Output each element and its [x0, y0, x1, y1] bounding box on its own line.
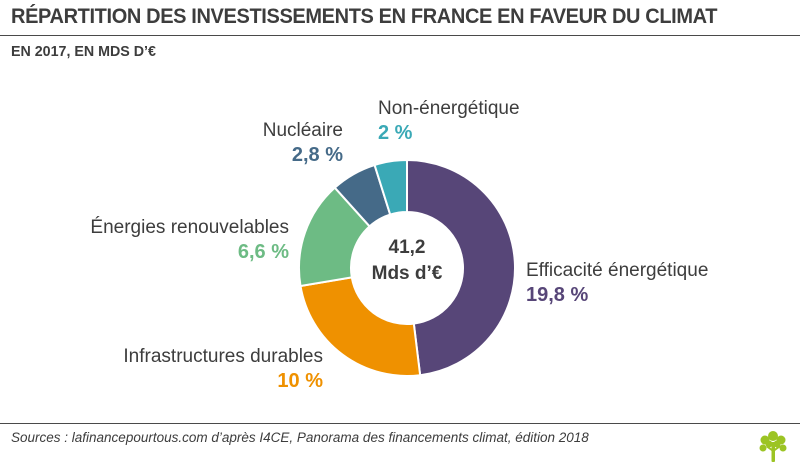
slice-labels: Efficacité énergétique 19,8 % Infrastructu… [90, 98, 708, 392]
slice-label-energies-renouvelables: Énergies renouvelables [90, 217, 289, 238]
center-total-unit: Mds d’€ [372, 263, 443, 284]
slice-label-non-energetique: Non-énergétique [378, 98, 520, 119]
title-divider [0, 35, 800, 36]
slice-value-nucleaire: 2,8 % [292, 144, 343, 166]
slice-label-nucleaire: Nucléaire [263, 120, 343, 141]
slice-value-non-energetique: 2 % [378, 122, 413, 144]
chart-title: RÉPARTITION DES INVESTISSEMENTS EN FRANC… [11, 4, 718, 28]
slice-infrastructures-durables [299, 276, 422, 377]
slice-value-infrastructures-durables: 10 % [277, 370, 323, 392]
slice-label-efficacite-energetique: Efficacité énergétique [526, 260, 708, 281]
source-note: Sources : lafinancepourtous.com d’après … [11, 430, 589, 445]
source-divider [0, 423, 800, 424]
slice-non-energetique [373, 158, 408, 216]
center-total-value: 41,2 [389, 237, 426, 258]
donut-slices [298, 158, 516, 377]
slice-efficacite-energetique [406, 158, 516, 377]
slice-label-infrastructures-durables: Infrastructures durables [123, 346, 323, 367]
slice-value-efficacite-energetique: 19,8 % [526, 284, 588, 306]
slice-value-energies-renouvelables: 6,6 % [238, 241, 289, 263]
tree-logo-icon [759, 431, 787, 462]
chart-subtitle: EN 2017, EN MDS D’€ [11, 43, 156, 60]
